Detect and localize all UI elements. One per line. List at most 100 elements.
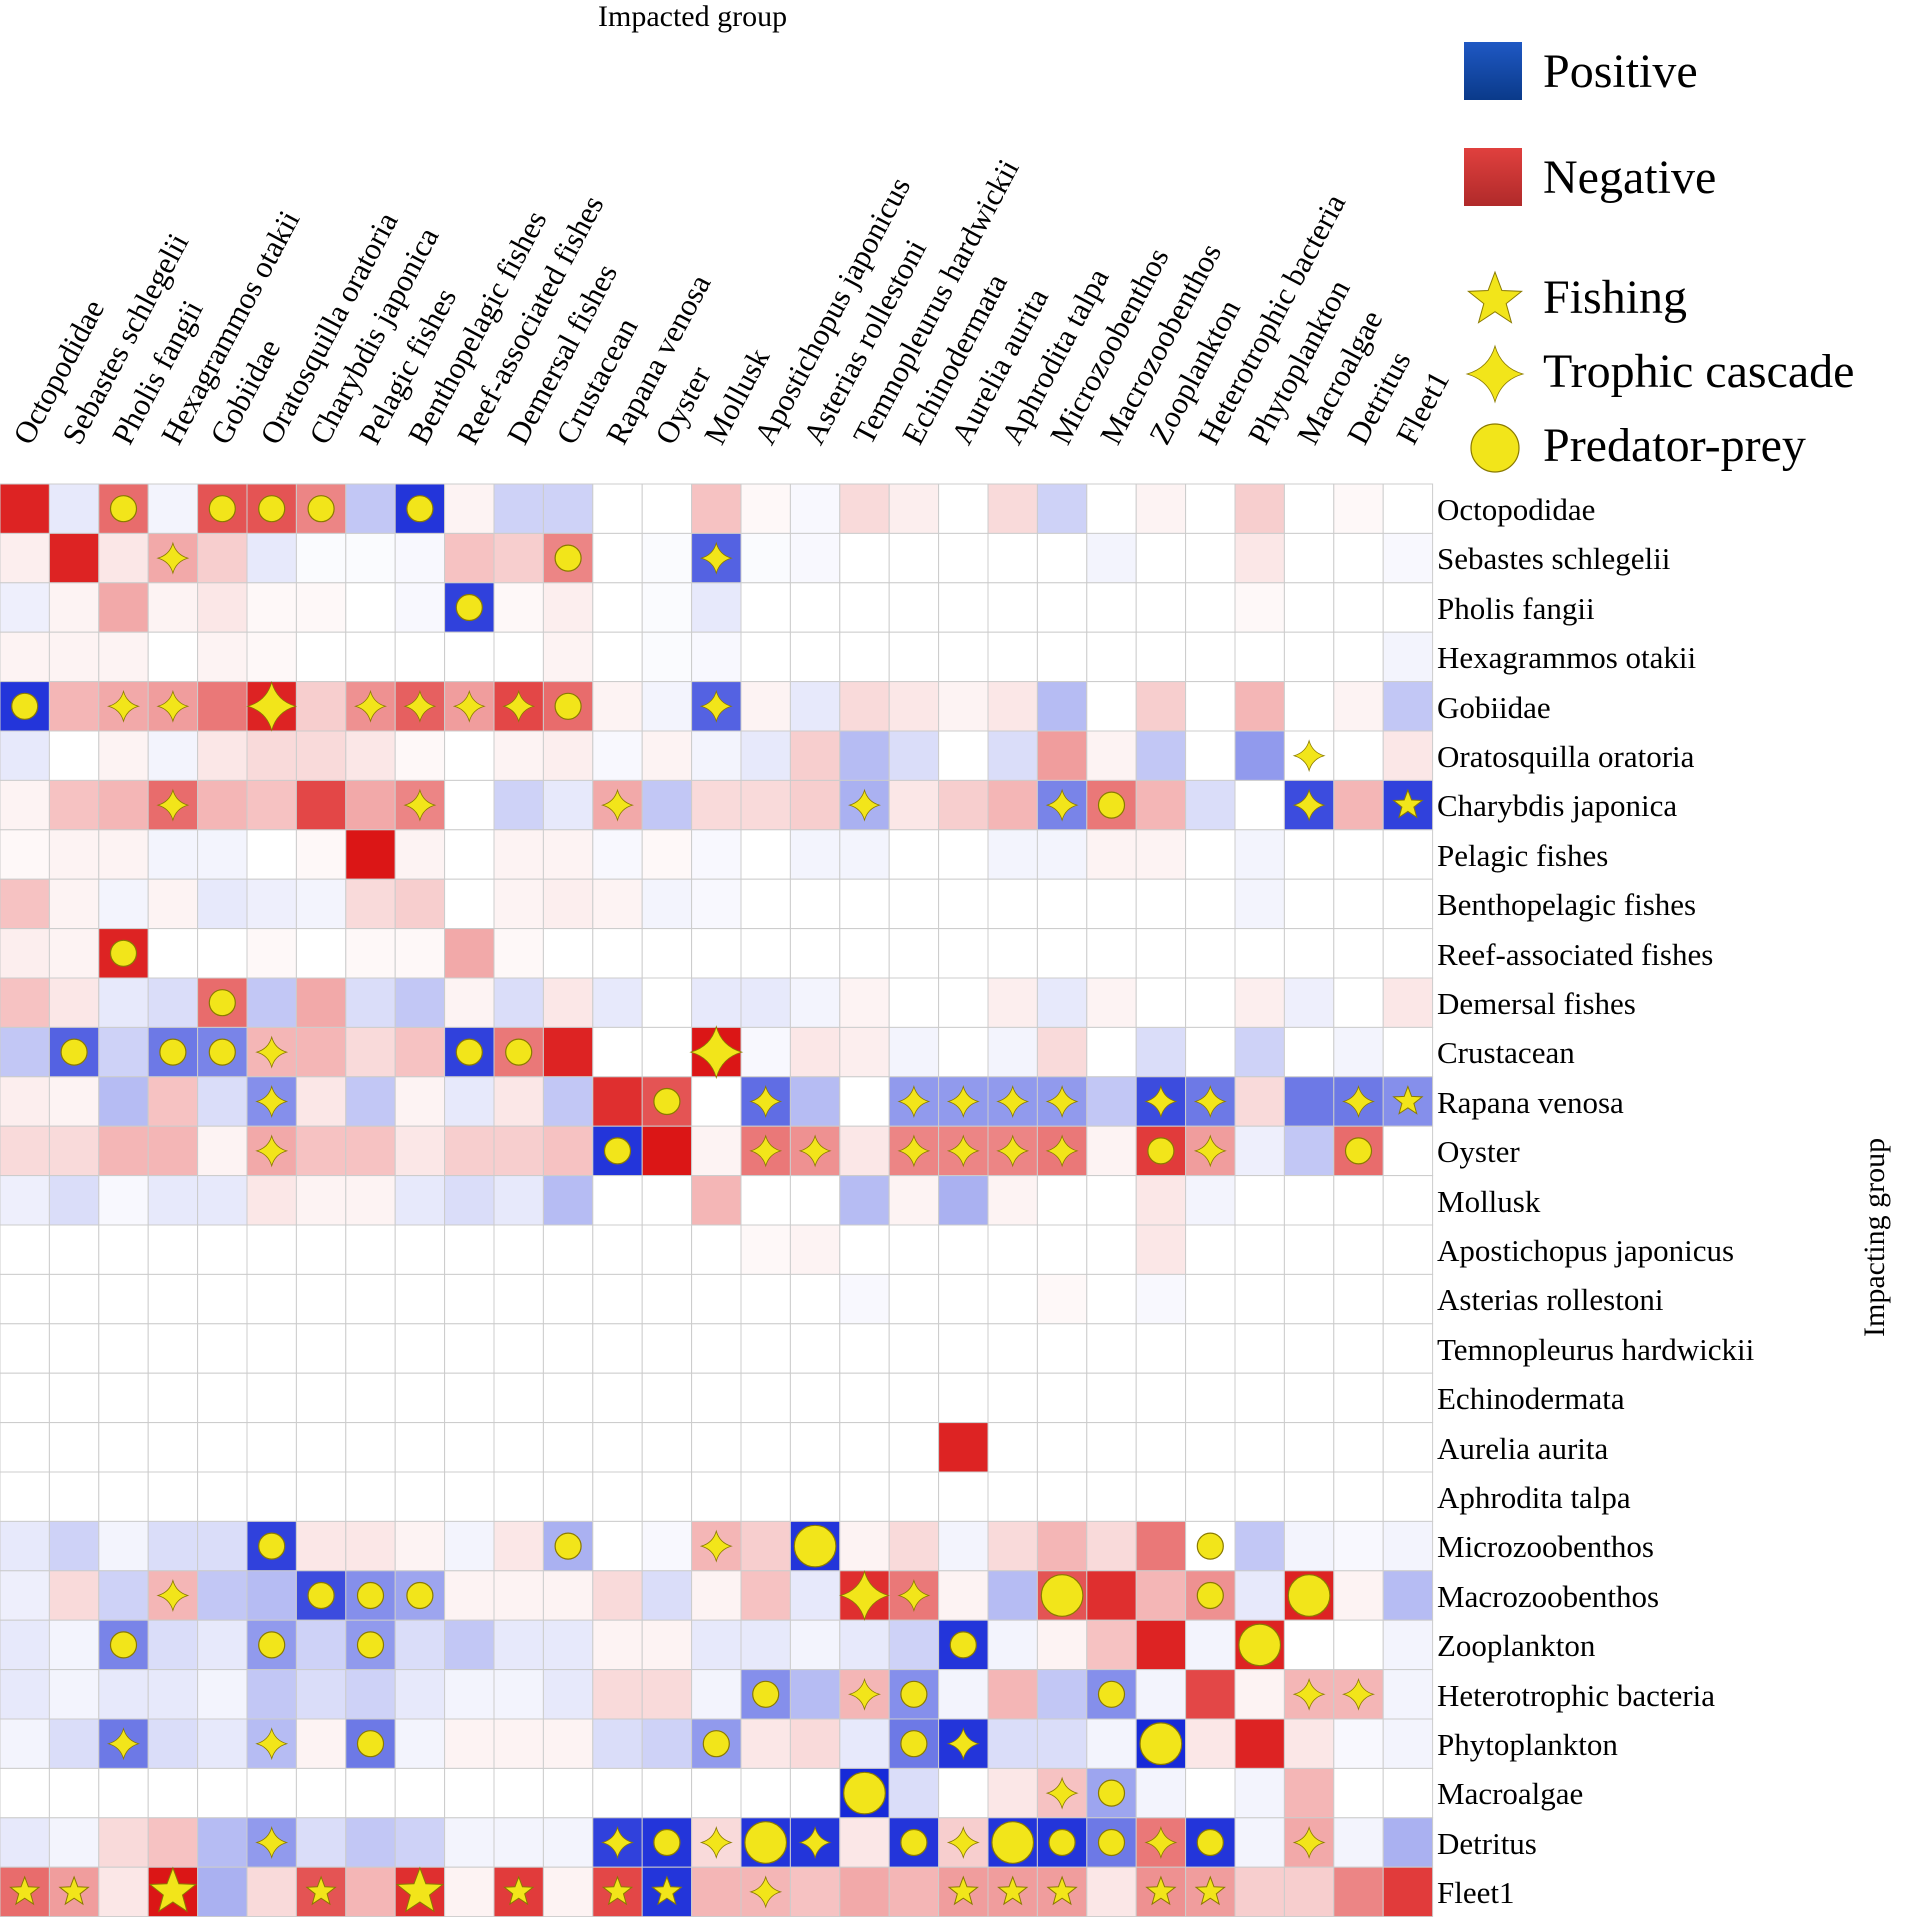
heatmap-cell <box>789 1273 841 1325</box>
heatmap-cell <box>197 1076 248 1127</box>
heatmap-cell <box>691 1224 742 1275</box>
heatmap-cell <box>394 1125 446 1177</box>
heatmap-cell <box>1086 681 1137 732</box>
heatmap-cell <box>888 1224 940 1275</box>
heatmap-cell <box>48 483 100 534</box>
heatmap-cell <box>789 631 841 683</box>
heatmap-cell <box>394 1619 446 1671</box>
heatmap-cell <box>839 1175 890 1226</box>
heatmap-cell <box>493 1372 544 1424</box>
heatmap-cell <box>197 1323 248 1374</box>
heatmap-cell <box>98 1224 149 1275</box>
fishing-marker <box>997 1875 1029 1906</box>
heatmap-cell <box>1086 1076 1137 1127</box>
heatmap-cell <box>938 532 989 584</box>
legend-star-icon <box>1467 270 1523 324</box>
heatmap-cell <box>888 1026 940 1078</box>
heatmap-cell <box>641 1619 693 1671</box>
heatmap-cell <box>345 1273 396 1325</box>
heatmap-cell <box>938 1669 989 1720</box>
heatmap-cell <box>592 1570 643 1621</box>
heatmap-cell <box>197 681 248 732</box>
row-label: Pholis fangii <box>1437 590 1595 626</box>
heatmap-cell <box>1135 582 1187 633</box>
heatmap-cell <box>641 730 693 781</box>
heatmap-cell <box>246 779 297 831</box>
heatmap-cell <box>1333 730 1384 781</box>
heatmap-cell <box>1135 977 1187 1028</box>
heatmap-cell <box>1036 829 1088 880</box>
predator-prey-marker <box>406 495 434 523</box>
heatmap-cell <box>48 1817 100 1868</box>
heatmap-cell <box>839 1817 890 1868</box>
heatmap-cell <box>1135 1619 1187 1671</box>
heatmap-cell <box>641 483 693 534</box>
heatmap-cell <box>147 1372 199 1424</box>
row-label: Phytoplankton <box>1437 1727 1618 1762</box>
legend-circle-icon <box>1470 423 1520 473</box>
heatmap-cell <box>493 928 544 979</box>
heatmap-cell <box>295 1175 347 1226</box>
heatmap-cell <box>1185 730 1236 781</box>
heatmap-cell <box>1036 1520 1088 1572</box>
heatmap-cell <box>1135 1767 1187 1819</box>
heatmap-cell <box>0 631 50 683</box>
heatmap-cell <box>789 1718 841 1769</box>
heatmap-cell <box>197 1372 248 1424</box>
heatmap-cell <box>740 1175 791 1226</box>
predator-prey-marker <box>1196 1581 1224 1610</box>
heatmap-cell <box>0 977 50 1028</box>
heatmap-cell <box>1086 878 1137 930</box>
heatmap-cell <box>197 1866 248 1917</box>
heatmap-cell <box>740 1323 791 1374</box>
heatmap-cell <box>789 1471 841 1522</box>
heatmap-cell <box>197 582 248 633</box>
row-label: Apostichopus japonicus <box>1437 1233 1735 1268</box>
heatmap-cell <box>493 1076 544 1127</box>
predator-prey-marker <box>159 1038 187 1066</box>
heatmap-cell <box>246 1372 297 1424</box>
heatmap-cell <box>987 779 1038 831</box>
heatmap-cell <box>1283 878 1335 930</box>
heatmap-cell <box>542 631 594 683</box>
heatmap-cell <box>147 1471 199 1522</box>
heatmap-cell <box>789 878 841 930</box>
heatmap-cell <box>493 1125 544 1177</box>
predator-prey-marker <box>900 1730 928 1758</box>
heatmap-cell <box>246 1669 297 1720</box>
trophic-cascade-marker <box>946 1826 980 1859</box>
heatmap-cell <box>641 1125 693 1177</box>
heatmap-cell <box>493 1273 544 1325</box>
legend-swatch-positive <box>1464 42 1522 100</box>
heatmap-cell <box>789 1323 841 1374</box>
fishing-marker <box>305 1875 337 1906</box>
heatmap-cell <box>789 1026 841 1078</box>
heatmap-cell <box>592 1224 643 1275</box>
heatmap-cell <box>1135 1175 1187 1226</box>
heatmap-cell <box>691 483 742 534</box>
heatmap-cell <box>48 1076 100 1127</box>
fishing-marker <box>58 1875 90 1906</box>
heatmap-cell <box>691 1669 742 1720</box>
legend-swatch-negative <box>1464 148 1522 206</box>
heatmap-cell <box>1185 681 1236 732</box>
legend-label-negative: Negative <box>1543 151 1717 204</box>
heatmap-cell <box>938 1224 989 1275</box>
heatmap-cell <box>1382 1224 1434 1275</box>
heatmap-cell <box>197 829 248 880</box>
heatmap-cell <box>839 1323 890 1374</box>
trophic-cascade-marker <box>699 1529 733 1563</box>
heatmap-cell <box>1382 1767 1434 1819</box>
predator-prey-marker <box>455 593 483 622</box>
heatmap-cell <box>592 928 643 979</box>
heatmap-cell <box>641 1175 693 1226</box>
predator-prey-marker <box>109 495 138 523</box>
row-label: Microzoobenthos <box>1437 1529 1654 1565</box>
predator-prey-marker <box>949 1631 977 1659</box>
heatmap-cell <box>246 1273 297 1325</box>
fishing-marker <box>148 1866 198 1913</box>
predator-prey-marker <box>752 1680 780 1708</box>
predator-prey-marker <box>356 1581 385 1610</box>
heatmap-cell <box>888 483 940 534</box>
predator-prey-marker <box>356 1730 385 1758</box>
